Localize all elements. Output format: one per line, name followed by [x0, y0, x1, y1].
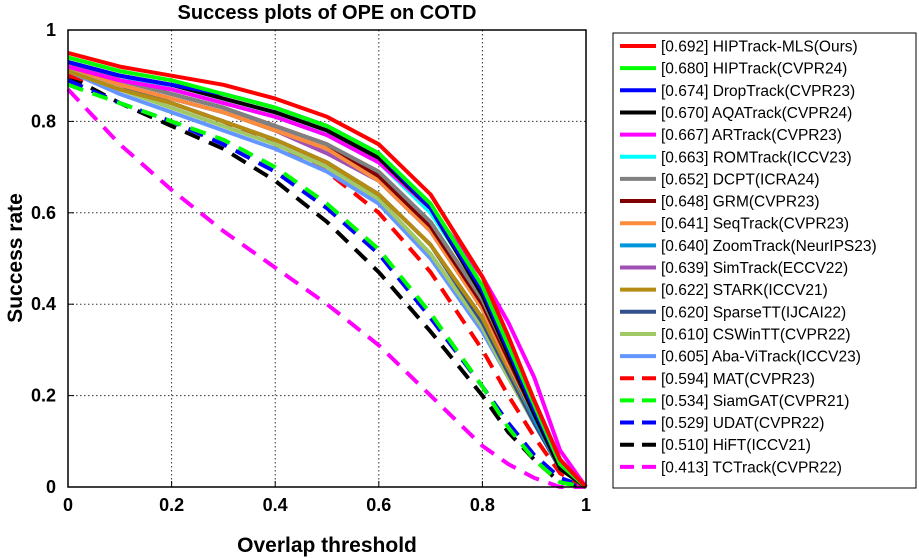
series-line-hiptrack-mls-ours	[67, 50, 588, 489]
legend-label: [0.529] UDAT(CVPR22)	[661, 415, 824, 432]
legend-label: [0.670] AQATrack(CVPR24)	[661, 105, 852, 122]
legend-label: [0.620] SparseTT(IJCAI22)	[661, 304, 846, 321]
x-tick-label: 0.8	[470, 495, 495, 515]
legend-label: [0.667] ARTrack(CVPR23)	[661, 127, 842, 144]
series-line-siamgat-cvpr21	[67, 82, 587, 489]
chart-title: Success plots of OPE on COTD	[178, 2, 477, 24]
y-axis-label: Success rate	[4, 193, 27, 323]
legend-label: [0.610] CSWinTT(CVPR22)	[661, 326, 851, 343]
series-layer	[66, 50, 588, 489]
x-tick-label: 0.4	[263, 495, 288, 515]
legend-label: [0.534] SiamGAT(CVPR21)	[661, 393, 849, 410]
legend-label: [0.680] HIPTrack(CVPR24)	[661, 61, 847, 78]
series-line-hift-iccv21	[67, 73, 587, 489]
y-tick-label: 0	[46, 477, 56, 497]
x-tick-label: 0	[63, 495, 73, 515]
x-tick-label: 1	[581, 495, 591, 515]
legend-label: [0.641] SeqTrack(CVPR23)	[661, 216, 849, 233]
legend-label: [0.413] TCTrack(CVPR22)	[661, 459, 842, 476]
legend-label: [0.648] GRM(CVPR23)	[661, 194, 820, 211]
legend-label: [0.652] DCPT(ICRA24)	[661, 171, 820, 188]
x-tick-label: 0.6	[366, 495, 391, 515]
legend-label: [0.622] STARK(ICCV21)	[661, 282, 828, 299]
y-tick-label: 0.8	[31, 111, 56, 131]
legend-box	[612, 32, 917, 489]
legend-label: [0.510] HiFT(ICCV21)	[661, 437, 811, 454]
legend-label: [0.674] DropTrack(CVPR23)	[661, 83, 855, 100]
legend-label: [0.692] HIPTrack-MLS(Ours)	[661, 39, 858, 56]
y-tick-label: 0.2	[31, 386, 56, 406]
legend-label: [0.639] SimTrack(ECCV22)	[661, 260, 848, 277]
legend-label: [0.640] ZoomTrack(NeurIPS23)	[661, 238, 877, 255]
legend-label: [0.605] Aba-ViTrack(ICCV23)	[661, 349, 861, 366]
y-tick-label: 0.4	[31, 294, 56, 314]
legend: [0.692] HIPTrack-MLS(Ours) [0.680] HIPTra…	[612, 32, 917, 489]
legend-label: [0.594] MAT(CVPR23)	[661, 371, 815, 388]
legend-label: [0.663] ROMTrack(ICCV23)	[661, 149, 852, 166]
x-tick-label: 0.2	[159, 495, 184, 515]
series-line-artrack-cvpr23	[67, 64, 588, 489]
series-line-tctrack-cvpr22	[66, 88, 586, 489]
plot-frame	[67, 29, 587, 488]
x-axis-label: Overlap threshold	[237, 534, 417, 557]
y-tick-label: 1	[46, 20, 56, 40]
y-tick-label: 0.6	[31, 203, 56, 223]
